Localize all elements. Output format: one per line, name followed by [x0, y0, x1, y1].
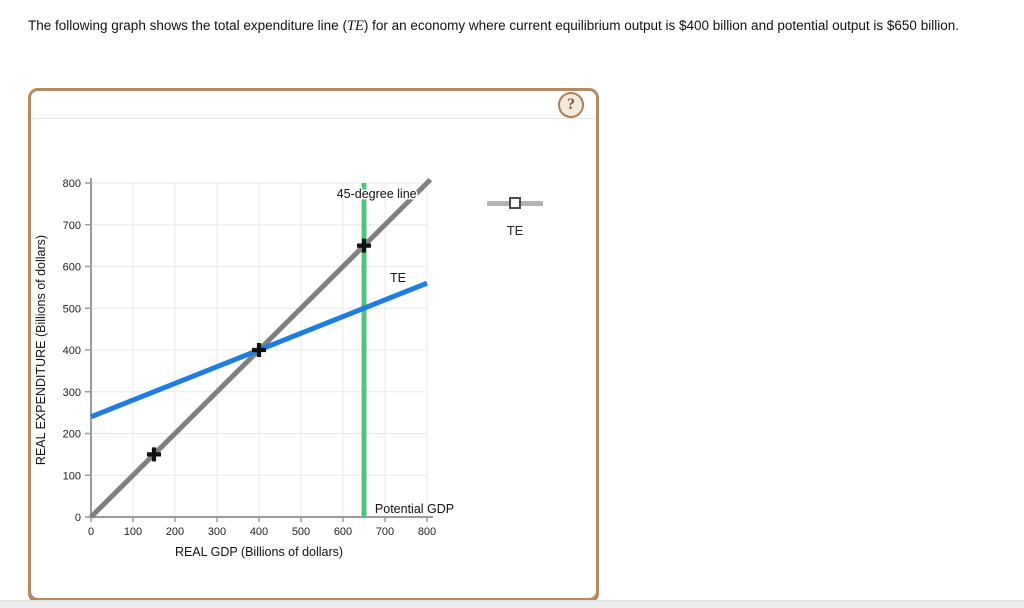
annotation-potential-gdp: Potential GDP	[375, 502, 454, 516]
x-tick-label: 0	[88, 526, 94, 538]
bottom-strip	[0, 600, 1024, 608]
x-tick-label: 800	[418, 526, 436, 538]
x-tick-label: 700	[376, 526, 394, 538]
y-tick-label: 0	[75, 512, 81, 524]
x-tick-label: 400	[250, 526, 268, 538]
y-tick-label: 400	[63, 345, 81, 357]
y-tick-label: 200	[63, 429, 81, 441]
y-tick-label: 700	[63, 220, 81, 232]
point-marker-400-400[interactable]	[252, 343, 266, 357]
legend-label: TE	[506, 223, 524, 238]
panel-header: ?	[31, 91, 596, 119]
y-tick-label: 600	[63, 262, 81, 274]
y-tick-label: 100	[63, 470, 81, 482]
graph-panel: ? 0 100 200 300 400 500 600 700 800 0 100 200 300 400…	[28, 88, 599, 601]
y-tick-label: 800	[63, 178, 81, 190]
x-tick-label: 500	[292, 526, 310, 538]
expenditure-graph: 0 100 200 300 400 500 600 700 800 0 100 200 300 400 50…	[34, 177, 456, 559]
y-tick-label: 500	[63, 303, 81, 315]
legend-square-marker	[509, 197, 521, 209]
x-axis-title: REAL GDP (Billions of dollars)	[175, 545, 343, 559]
y-tick-label: 300	[63, 387, 81, 399]
te-symbol: TE	[346, 18, 364, 34]
point-marker-150-150[interactable]	[147, 447, 161, 462]
help-button[interactable]: ?	[558, 92, 584, 118]
question-text-suffix: ) for an economy where current equilibri…	[363, 18, 959, 33]
question-text: The following graph shows the total expe…	[28, 14, 978, 38]
question-text-prefix: The following graph shows the total expe…	[28, 18, 347, 33]
point-marker-650-650[interactable]	[357, 238, 371, 253]
x-tick-label: 600	[334, 526, 352, 538]
x-tick-label: 200	[166, 526, 184, 538]
x-tick-label: 100	[124, 526, 142, 538]
annotation-te: TE	[390, 271, 406, 285]
y-axis-title: REAL EXPENDITURE (Billions of dollars)	[34, 235, 48, 465]
x-tick-label: 300	[208, 526, 226, 538]
annotation-45-degree-line: 45-degree line	[337, 187, 417, 201]
